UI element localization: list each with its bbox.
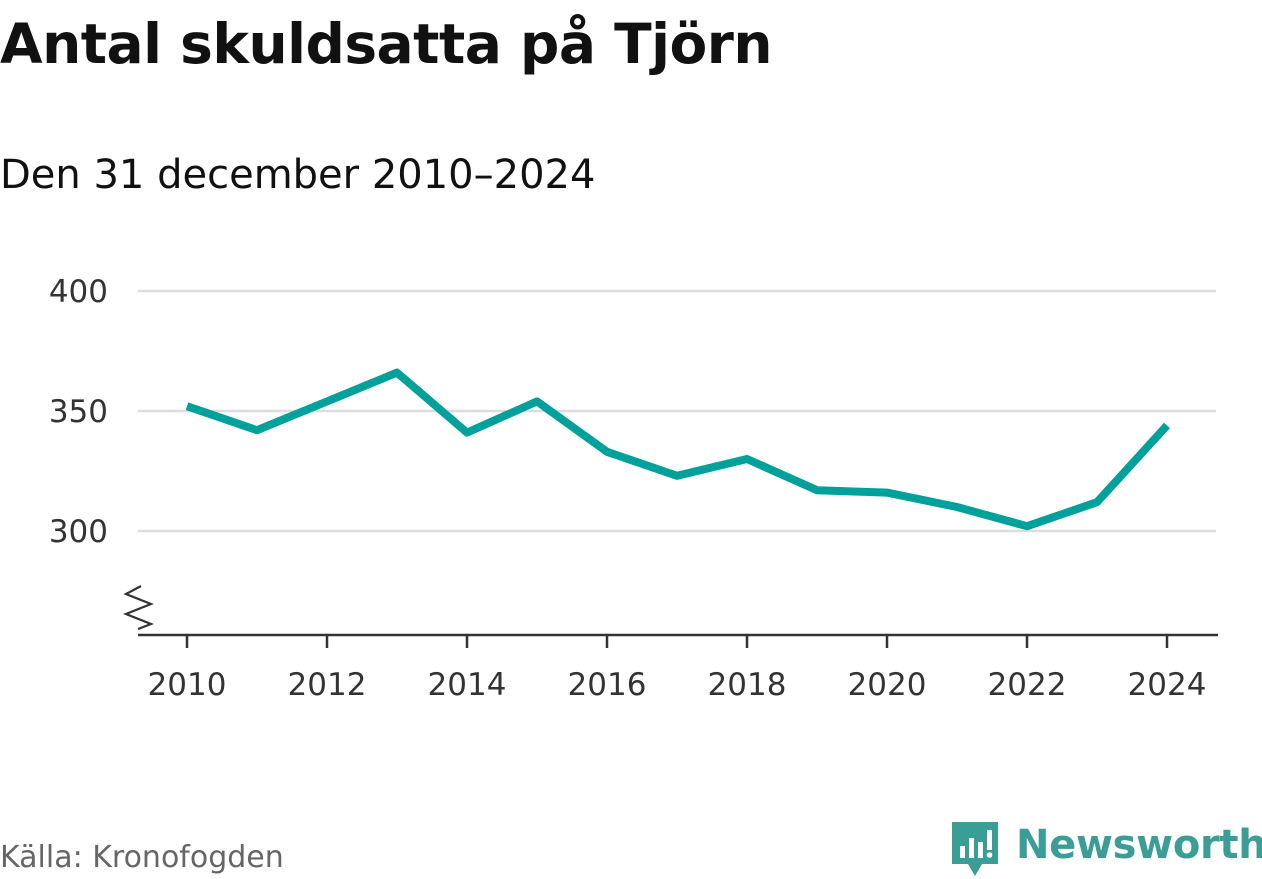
x-tick-label: 2010 [148, 667, 227, 703]
brand-logo: Newsworthy [950, 818, 1262, 878]
data-point-2023 [1094, 499, 1100, 505]
brand-name: Newsworthy [1016, 822, 1262, 868]
series [184, 368, 1170, 531]
data-point-2014 [464, 430, 470, 436]
data-point-2015 [534, 398, 540, 404]
data-point-2017 [674, 473, 680, 479]
x-tick-label: 2012 [288, 667, 367, 703]
x-tick-label: 2014 [428, 667, 507, 703]
data-point-2013 [394, 370, 400, 376]
chart-subtitle: Den 31 december 2010–2024 [0, 152, 596, 198]
axis-break-icon [123, 585, 155, 631]
newsworthy-logo-icon [952, 822, 998, 876]
y-tick-label: 350 [49, 394, 108, 430]
tick-labels: 300 350 400 2010 2012 2014 2016 2018 2020 2022 202… [49, 274, 1207, 703]
data-point-2011 [254, 427, 260, 433]
x-tick-label: 2022 [988, 667, 1067, 703]
data-point-2024 [1164, 422, 1170, 428]
data-point-2016 [604, 449, 610, 455]
data-point-2012 [324, 398, 330, 404]
data-point-2019 [814, 487, 820, 493]
series-line-0 [185, 368, 1170, 531]
axes [123, 585, 1218, 648]
data-point-2021 [954, 504, 960, 510]
source-note: Källa: Kronofogden [0, 840, 284, 875]
gridlines [138, 289, 1216, 533]
y-tick-label: 300 [49, 514, 108, 550]
chart-title: Antal skuldsatta på Tjörn [0, 12, 773, 76]
y-tick-label: 400 [49, 274, 108, 310]
x-tick-label: 2020 [848, 667, 927, 703]
x-tick-label: 2018 [708, 667, 787, 703]
data-point-2020 [884, 490, 890, 496]
data-point-2018 [744, 456, 750, 462]
x-tick-label: 2024 [1128, 667, 1207, 703]
x-tick-label: 2016 [568, 667, 647, 703]
data-point-2022 [1024, 523, 1030, 529]
data-point-2010 [184, 403, 190, 409]
